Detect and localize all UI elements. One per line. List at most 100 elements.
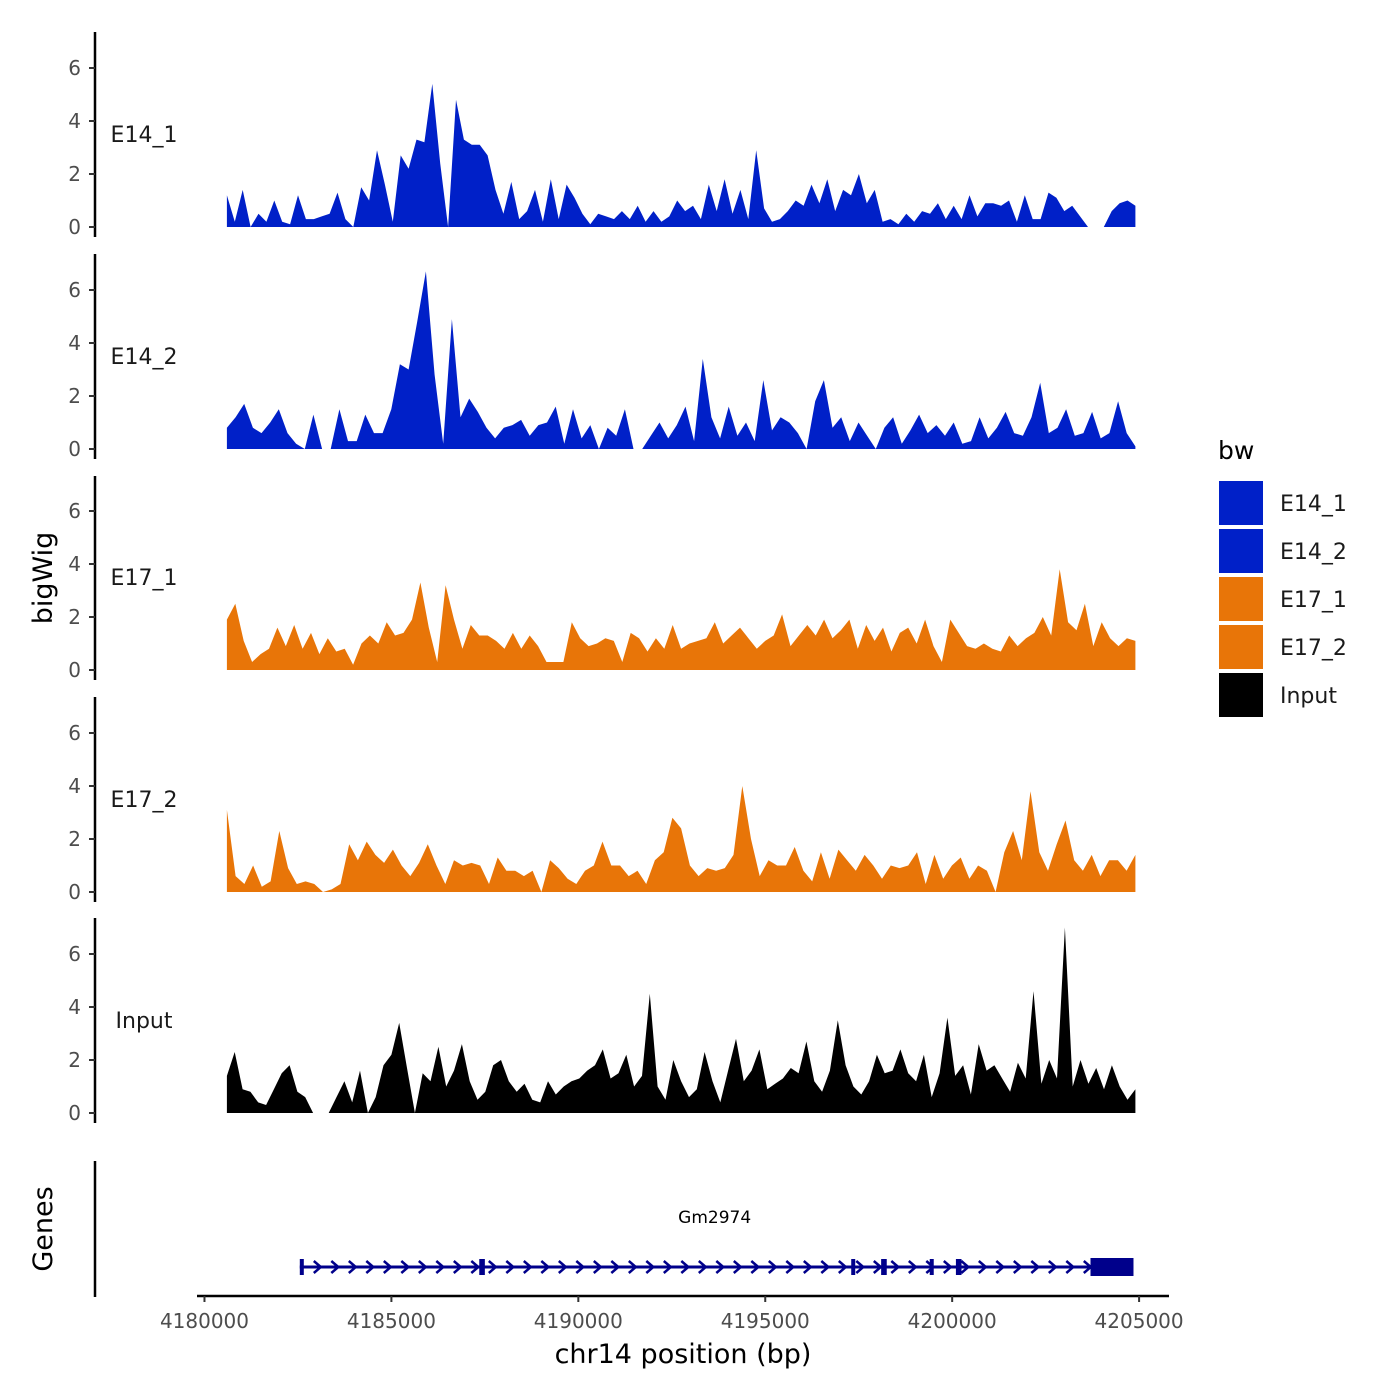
gene-exon: [479, 1259, 485, 1275]
signal-area: [226, 83, 1136, 228]
strand-arrow: [330, 1260, 341, 1274]
strand-arrow: [592, 1260, 603, 1274]
track-e17-1: 0 2 4 6 E17_1: [68, 476, 1136, 682]
legend: bw E14_1 E14_2 E17_1 E17_2 Input: [1218, 436, 1347, 717]
y-tick-label: 2: [68, 162, 81, 186]
genes-panel: Gm2974: [93, 1161, 1134, 1297]
y-tick-label: 6: [68, 278, 81, 302]
y-tick-label: 4: [68, 552, 81, 576]
strand-arrow: [995, 1260, 1006, 1274]
strand-arrow: [802, 1260, 813, 1274]
legend-swatch: [1219, 481, 1263, 525]
strand-arrow: [645, 1260, 656, 1274]
strand-arrow: [1065, 1260, 1076, 1274]
legend-label: E14_2: [1280, 540, 1347, 565]
signal-area: [226, 786, 1136, 892]
y-tick-label: 6: [68, 56, 81, 80]
y-tick-label: 0: [68, 880, 81, 904]
y-axis-title: bigWig: [28, 532, 59, 625]
strand-arrow: [557, 1260, 568, 1274]
x-tick-label: 4185000: [347, 1309, 436, 1333]
gene-name-label: Gm2974: [678, 1208, 751, 1228]
strand-arrow: [400, 1260, 411, 1274]
strand-arrow: [347, 1260, 358, 1274]
y-tick-label: 4: [68, 109, 81, 133]
gene-exon: [1090, 1258, 1134, 1276]
y-tick-label: 2: [68, 827, 81, 851]
track-label: E17_2: [111, 788, 178, 813]
x-tick-label: 4180000: [160, 1309, 249, 1333]
gene-exon: [955, 1259, 962, 1275]
x-axis: 4180000 4185000 4190000 4195000 4200000 42050…: [160, 1294, 1184, 1333]
y-tick-label: 4: [68, 995, 81, 1019]
strand-arrow: [575, 1260, 586, 1274]
strand-arrow: [365, 1260, 376, 1274]
legend-label: Input: [1280, 684, 1337, 709]
strand-arrow: [837, 1260, 848, 1274]
strand-arrow: [680, 1260, 691, 1274]
gene-exon: [851, 1259, 856, 1275]
strand-arrow: [697, 1260, 708, 1274]
legend-swatch: [1219, 529, 1263, 573]
y-tick-label: 2: [68, 1048, 81, 1072]
strand-arrow: [890, 1260, 901, 1274]
strand-arrow: [435, 1260, 446, 1274]
strand-arrow: [417, 1260, 428, 1274]
track-label: E14_2: [111, 345, 178, 370]
y-tick-label: 4: [68, 331, 81, 355]
track-label: E14_1: [111, 123, 178, 148]
y-tick-label: 0: [68, 658, 81, 682]
gene-model: Gm2974: [299, 1208, 1134, 1276]
y-tick-label: 6: [68, 942, 81, 966]
strand-arrow: [960, 1260, 971, 1274]
strand-arrow: [522, 1260, 533, 1274]
strand-arrow: [662, 1260, 673, 1274]
strand-arrow: [452, 1260, 463, 1274]
strand-arrow: [487, 1260, 498, 1274]
strand-arrow: [505, 1260, 516, 1274]
strand-arrow: [1012, 1260, 1023, 1274]
legend-swatch: [1219, 673, 1263, 717]
legend-label: E14_1: [1280, 492, 1347, 517]
x-tick-label: 4200000: [908, 1309, 997, 1333]
y-tick-label: 2: [68, 384, 81, 408]
strand-arrow: [470, 1260, 481, 1274]
track-input: 0 2 4 6 Input: [68, 918, 1136, 1125]
legend-swatch: [1219, 625, 1263, 669]
strand-arrow: [820, 1260, 831, 1274]
legend-label: E17_2: [1280, 636, 1347, 661]
strand-arrow: [942, 1260, 953, 1274]
strand-arrow: [767, 1260, 778, 1274]
x-tick-label: 4190000: [534, 1309, 623, 1333]
legend-title: bw: [1218, 436, 1254, 465]
y-tick-label: 0: [68, 1101, 81, 1125]
strand-arrow: [732, 1260, 743, 1274]
strand-arrow: [855, 1260, 866, 1274]
track-e14-2: 0 2 4 6 E14_2: [68, 254, 1136, 461]
genes-axis-title: Genes: [28, 1186, 59, 1271]
strand-arrow: [312, 1260, 323, 1274]
track-label: Input: [116, 1009, 173, 1034]
signal-area: [226, 271, 1136, 449]
strand-arrow: [785, 1260, 796, 1274]
strand-arrow: [907, 1260, 918, 1274]
gene-exon: [929, 1259, 934, 1275]
legend-label: E17_1: [1280, 588, 1347, 613]
y-tick-label: 6: [68, 721, 81, 745]
track-label: E17_1: [111, 566, 178, 591]
y-tick-label: 2: [68, 605, 81, 629]
signal-tracks: 0 2 4 6 E14_1 0 2 4 6 E14_2 0 2 4 6 E17_1 0 2 4 6 E17_2 0 2 4 6…: [68, 32, 1136, 1125]
strand-arrow: [1030, 1260, 1041, 1274]
signal-area: [226, 927, 1136, 1113]
x-tick-label: 4195000: [721, 1309, 810, 1333]
signal-area: [226, 569, 1136, 670]
y-tick-label: 0: [68, 437, 81, 461]
y-tick-label: 4: [68, 774, 81, 798]
strand-arrow: [382, 1260, 393, 1274]
gene-exon: [881, 1259, 887, 1275]
y-tick-label: 6: [68, 499, 81, 523]
track-e14-1: 0 2 4 6 E14_1: [68, 32, 1136, 239]
y-tick-label: 0: [68, 215, 81, 239]
strand-arrow: [872, 1260, 883, 1274]
